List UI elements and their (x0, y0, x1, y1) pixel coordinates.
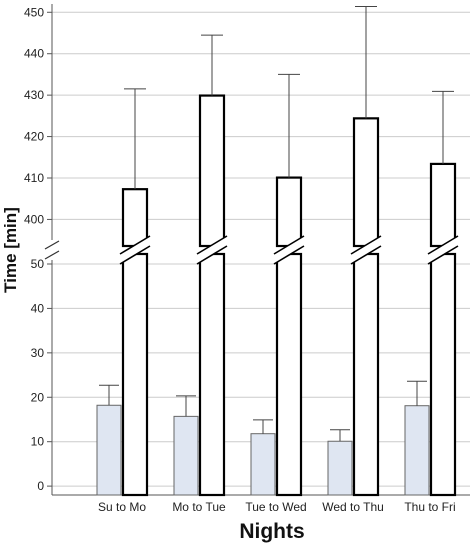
y-axis: 0 10 20 30 40 50 400 410 420 430 440 450 (24, 4, 53, 495)
axis-break-mark (44, 240, 60, 250)
bars (96, 5, 459, 497)
bar-break-gap (120, 236, 150, 264)
bar (429, 252, 457, 497)
bar-break-mark (119, 235, 151, 255)
y-tick-label: 0 (37, 479, 44, 493)
bar (96, 404, 122, 496)
y-tick-label: 20 (31, 390, 45, 404)
y-tick-label: 30 (31, 346, 45, 360)
bar-break-mark (350, 235, 382, 255)
x-tick-label: Tue to Wed (245, 500, 306, 514)
y-axis-title: Time [min] (1, 207, 20, 293)
bar-break-gap (197, 236, 227, 264)
bar-break-gap (428, 236, 458, 264)
bar (327, 440, 353, 496)
y-tick-label: 40 (31, 301, 45, 315)
bar (429, 162, 457, 248)
y-tick-label: 10 (31, 435, 45, 449)
bar (275, 252, 303, 497)
bar (275, 176, 303, 248)
bar-break-gap (274, 236, 304, 264)
bar (352, 252, 380, 497)
x-axis-title: Nights (239, 520, 304, 543)
bar-break-mark (427, 235, 459, 255)
bar-break-mark (196, 245, 228, 265)
bar-break-mark (427, 245, 459, 265)
y-tick-label: 420 (24, 130, 44, 144)
y-tick-label: 440 (24, 47, 44, 61)
bar (404, 405, 430, 496)
axis-break-gap (44, 243, 60, 257)
x-axis: Su to Mo Mo to Tue Tue to Wed Wed to Thu Thu… (98, 500, 456, 514)
bar (173, 415, 199, 496)
x-tick-label: Wed to Thu (322, 500, 384, 514)
bar (198, 252, 226, 497)
bar (198, 94, 226, 248)
bar (121, 252, 149, 497)
bar (250, 433, 276, 496)
y-tick-label: 50 (31, 257, 45, 271)
x-tick-label: Su to Mo (98, 500, 146, 514)
bar-break-mark (350, 245, 382, 265)
bar (121, 188, 149, 248)
y-tick-label: 410 (24, 171, 44, 185)
y-tick-label: 430 (24, 88, 44, 102)
bar-break-mark (273, 235, 305, 255)
y-tick-label: 400 (24, 212, 44, 226)
bar-break-mark (119, 245, 151, 265)
axis-break-mark (44, 250, 60, 260)
y-tick-label: 450 (24, 5, 44, 19)
bar-break-mark (273, 245, 305, 265)
x-tick-label: Thu to Fri (404, 500, 455, 514)
bar-break-mark (196, 235, 228, 255)
axis-break (44, 240, 60, 260)
x-tick-label: Mo to Tue (172, 500, 226, 514)
bar (352, 117, 380, 248)
bar-break-gap (351, 236, 381, 264)
